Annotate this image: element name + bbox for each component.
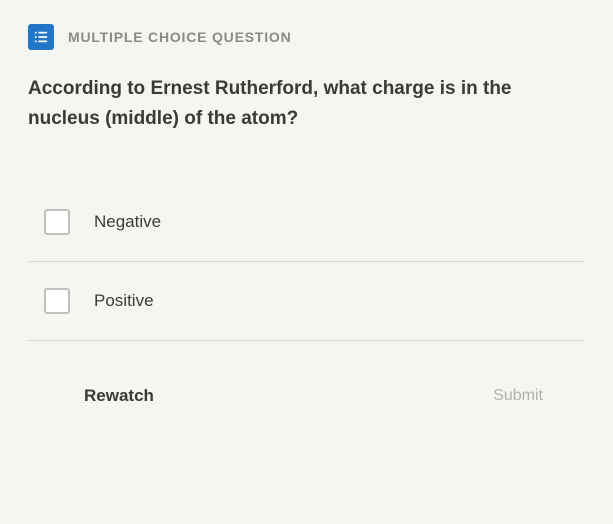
rewatch-button[interactable]: Rewatch <box>84 386 154 406</box>
footer-actions: Rewatch Submit <box>28 341 585 415</box>
option-checkbox[interactable] <box>44 209 70 235</box>
question-type-label: MULTIPLE CHOICE QUESTION <box>68 29 292 45</box>
question-header: MULTIPLE CHOICE QUESTION <box>28 24 585 50</box>
list-icon <box>28 24 54 50</box>
option-label: Negative <box>94 212 161 232</box>
submit-button[interactable]: Submit <box>467 377 569 415</box>
question-text: According to Ernest Rutherford, what cha… <box>28 74 585 135</box>
options-list: Negative Positive <box>28 183 585 341</box>
option-label: Positive <box>94 291 154 311</box>
option-checkbox[interactable] <box>44 288 70 314</box>
option-negative[interactable]: Negative <box>28 183 585 262</box>
option-positive[interactable]: Positive <box>28 262 585 341</box>
